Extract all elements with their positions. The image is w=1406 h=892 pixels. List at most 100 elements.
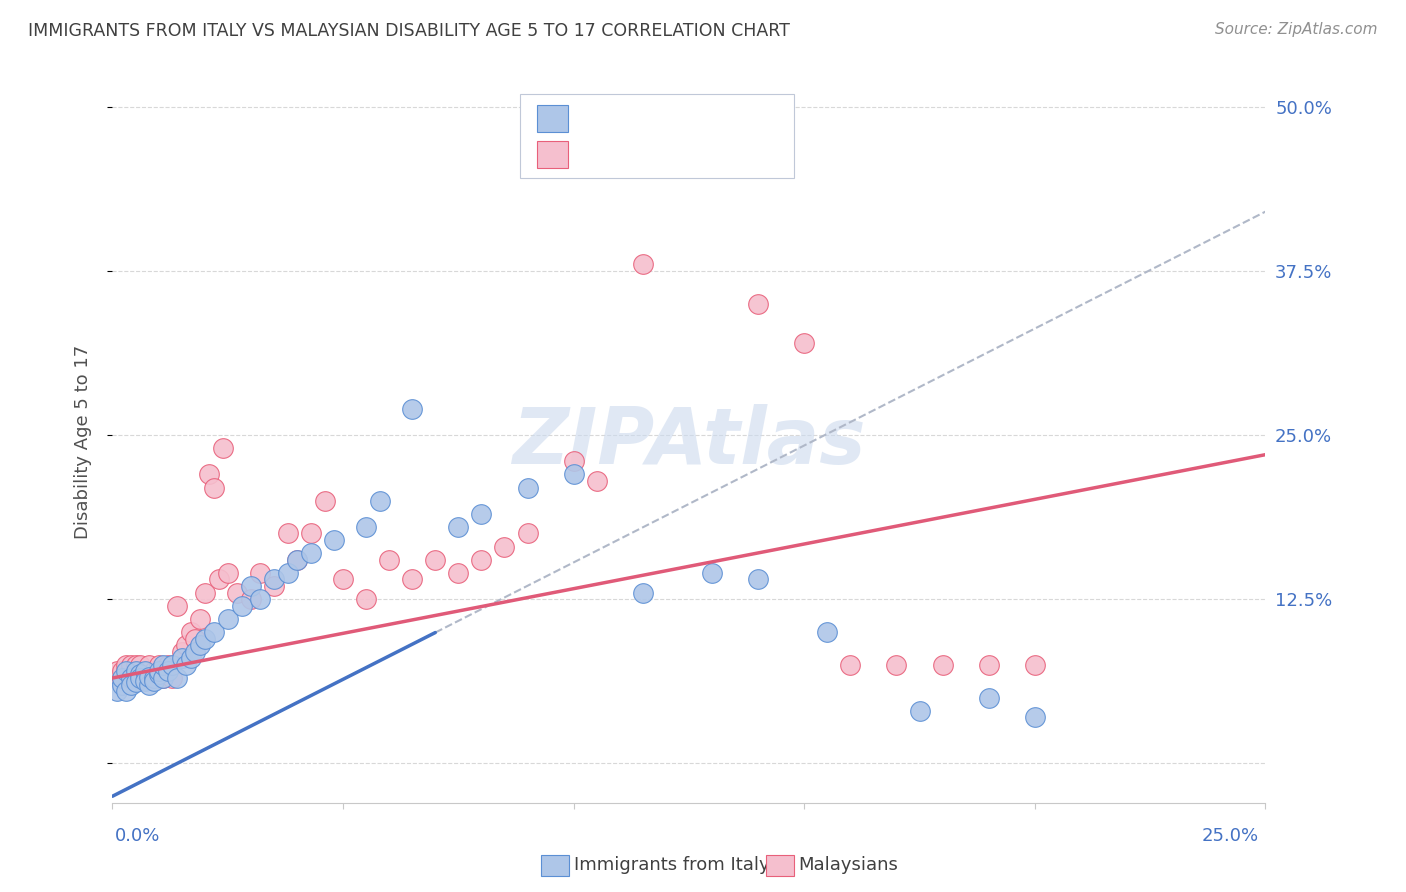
Point — [111, 671, 134, 685]
Point — [277, 526, 299, 541]
Point — [202, 481, 225, 495]
Point — [134, 673, 156, 688]
Point — [138, 657, 160, 672]
Point — [143, 673, 166, 688]
Point — [138, 671, 160, 685]
Point — [180, 625, 202, 640]
Point — [631, 585, 654, 599]
Point — [148, 665, 170, 679]
Point — [263, 573, 285, 587]
Point — [138, 670, 160, 684]
Point — [212, 441, 235, 455]
Text: 0.0%: 0.0% — [115, 827, 160, 845]
Point — [226, 585, 249, 599]
Text: 0.653: 0.653 — [614, 110, 666, 128]
Point — [470, 507, 492, 521]
Point — [198, 467, 221, 482]
Point — [378, 553, 401, 567]
Point — [815, 625, 838, 640]
Point — [368, 493, 391, 508]
Text: Malaysians: Malaysians — [799, 856, 898, 874]
Point — [249, 592, 271, 607]
Point — [152, 671, 174, 685]
Point — [249, 566, 271, 580]
Point — [162, 671, 184, 685]
Point — [124, 665, 146, 679]
Point — [931, 657, 953, 672]
Point — [105, 671, 128, 685]
Point — [194, 585, 217, 599]
Text: 25.0%: 25.0% — [1201, 827, 1258, 845]
Point — [188, 638, 211, 652]
Text: 71: 71 — [720, 145, 742, 163]
Point — [120, 671, 142, 685]
Point — [143, 671, 166, 685]
Point — [562, 454, 585, 468]
Point — [115, 671, 138, 685]
Point — [124, 675, 146, 690]
Point — [105, 684, 128, 698]
Point — [494, 540, 516, 554]
Point — [134, 665, 156, 679]
Text: 14: 14 — [720, 110, 742, 128]
Point — [447, 566, 470, 580]
Point — [111, 671, 134, 685]
Point — [285, 553, 308, 567]
Point — [156, 657, 179, 672]
Point — [156, 665, 179, 679]
Point — [188, 612, 211, 626]
Point — [134, 671, 156, 685]
Point — [148, 667, 170, 681]
Text: 0.318: 0.318 — [614, 145, 665, 163]
Point — [148, 657, 170, 672]
Point — [166, 671, 188, 685]
Point — [138, 665, 160, 679]
Point — [631, 257, 654, 271]
Text: R =: R = — [579, 145, 619, 163]
Point — [239, 592, 262, 607]
Point — [516, 526, 538, 541]
Point — [184, 632, 207, 646]
Point — [977, 690, 1000, 705]
Point — [217, 612, 239, 626]
Point — [148, 665, 170, 679]
Point — [143, 665, 166, 679]
Point — [170, 651, 193, 665]
Point — [1024, 657, 1046, 672]
Point — [314, 493, 336, 508]
Point — [470, 553, 492, 567]
Point — [793, 336, 815, 351]
Point — [1024, 710, 1046, 724]
Point — [120, 677, 142, 691]
Point — [170, 651, 193, 665]
Point — [129, 665, 152, 679]
Point — [111, 665, 134, 679]
Point — [747, 296, 769, 310]
Point — [354, 520, 377, 534]
Point — [152, 657, 174, 672]
Point — [908, 704, 931, 718]
Text: Source: ZipAtlas.com: Source: ZipAtlas.com — [1215, 22, 1378, 37]
Point — [447, 520, 470, 534]
Point — [174, 638, 197, 652]
Point — [115, 665, 138, 679]
Point — [977, 657, 1000, 672]
Point — [115, 657, 138, 672]
Point — [134, 665, 156, 679]
Point — [700, 159, 723, 173]
Text: IMMIGRANTS FROM ITALY VS MALAYSIAN DISABILITY AGE 5 TO 17 CORRELATION CHART: IMMIGRANTS FROM ITALY VS MALAYSIAN DISAB… — [28, 22, 790, 40]
Point — [299, 546, 322, 560]
Point — [184, 645, 207, 659]
Point — [120, 665, 142, 679]
Point — [516, 481, 538, 495]
Point — [129, 671, 152, 685]
Point — [129, 667, 152, 681]
Point — [166, 599, 188, 613]
Point — [129, 671, 152, 685]
Point — [111, 677, 134, 691]
Point — [401, 573, 423, 587]
Point — [124, 665, 146, 679]
Point — [180, 651, 202, 665]
Point — [174, 657, 197, 672]
Point — [156, 665, 179, 679]
